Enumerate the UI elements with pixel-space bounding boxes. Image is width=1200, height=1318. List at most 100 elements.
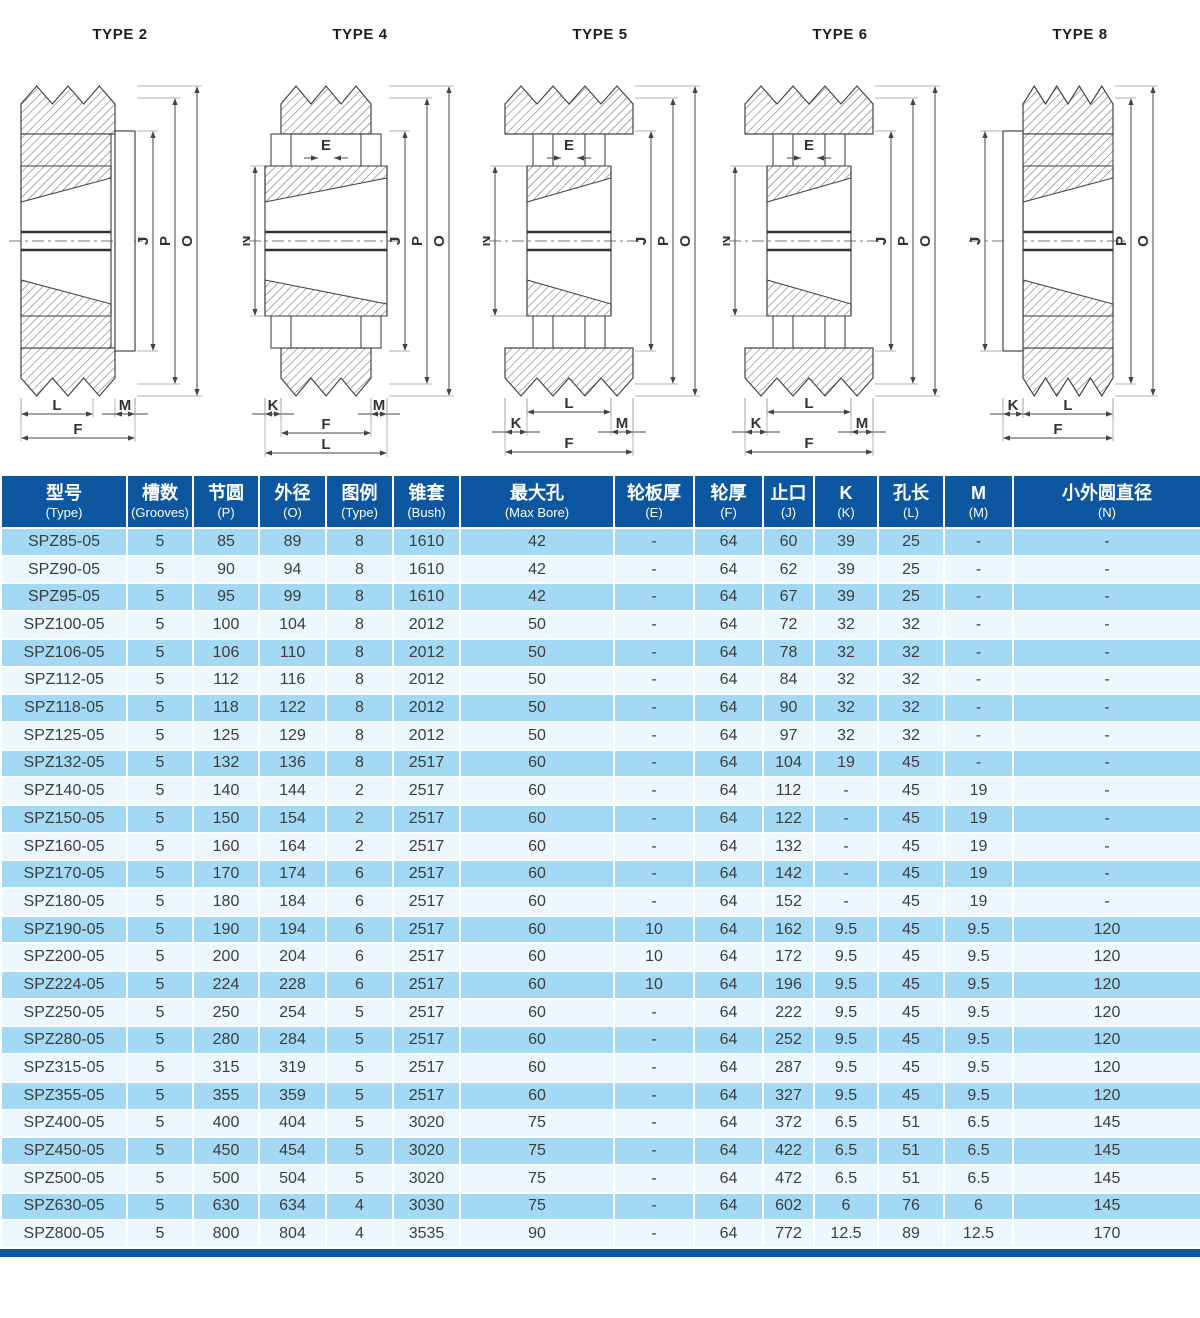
- value-cell: 42: [459, 582, 615, 613]
- value-cell: 60: [459, 887, 615, 917]
- value-cell: 116: [258, 665, 327, 696]
- value-cell: 50: [459, 693, 615, 723]
- value-cell: 64: [693, 1163, 764, 1194]
- model-cell: SPZ630-05: [0, 1191, 128, 1222]
- pulley-cross-section: J P O L M F: [8, 85, 202, 442]
- column-header-en: (N): [1097, 504, 1117, 520]
- value-cell: 2012: [392, 720, 461, 751]
- diagram-drawing: E JPO N K M FL: [240, 46, 480, 461]
- value-cell: 8: [325, 527, 394, 557]
- value-cell: 2012: [392, 637, 461, 668]
- value-cell: -: [613, 1025, 695, 1056]
- value-cell: 9.5: [813, 1080, 879, 1111]
- value-cell: 1610: [392, 582, 461, 613]
- diagram-type-6: TYPE 6 E JPO N L K M F: [720, 0, 960, 474]
- value-cell: 602: [762, 1191, 815, 1222]
- value-cell: 2517: [392, 1053, 461, 1083]
- table-header-row: 型号 (Type) 槽数 (Grooves) 节圆 (P) 外径 (O) 图例 (Type) 锥套(…: [0, 473, 1200, 530]
- value-cell: -: [613, 776, 695, 806]
- model-cell: SPZ450-05: [0, 1136, 128, 1166]
- value-cell: 19: [943, 776, 1014, 806]
- model-cell: SPZ150-05: [0, 803, 128, 834]
- value-cell: 145: [1012, 1108, 1200, 1139]
- value-cell: -: [1012, 748, 1200, 779]
- dim-label-E: E: [320, 137, 330, 154]
- table-row: SPZ250-05 5 250 254 5 2517 60-64 222 9.5 45 9.5 120: [0, 997, 1200, 1028]
- value-cell: 64: [693, 1191, 764, 1222]
- dim-label-F: F: [321, 416, 330, 433]
- value-cell: 64: [693, 914, 764, 945]
- value-cell: -: [613, 997, 695, 1028]
- dim-label-P: P: [655, 236, 672, 246]
- column-header-en: (Bush): [407, 504, 446, 520]
- value-cell: 5: [126, 1025, 194, 1056]
- value-cell: 504: [258, 1163, 327, 1194]
- dim-label-K: K: [510, 415, 521, 432]
- model-cell: SPZ90-05: [0, 554, 128, 585]
- pulley-cross-section: E JPO N L K M F: [723, 85, 940, 456]
- diagram-drawing: E JPO N L K M F: [720, 46, 960, 461]
- model-cell: SPZ112-05: [0, 665, 128, 696]
- value-cell: 89: [877, 1219, 945, 1249]
- value-cell: 75: [459, 1163, 615, 1194]
- value-cell: -: [943, 610, 1014, 640]
- column-header-zh: 型号: [46, 483, 82, 503]
- value-cell: 2517: [392, 748, 461, 779]
- column-header-en: (Type): [341, 504, 378, 520]
- column-header-9: 轮厚 (F): [693, 473, 764, 530]
- value-cell: -: [613, 1108, 695, 1139]
- value-cell: 145: [1012, 1191, 1200, 1222]
- value-cell: 45: [877, 776, 945, 806]
- value-cell: 9.5: [813, 970, 879, 1000]
- value-cell: -: [613, 1219, 695, 1249]
- value-cell: 51: [877, 1136, 945, 1166]
- value-cell: 72: [762, 610, 815, 640]
- value-cell: 112: [192, 665, 260, 696]
- table-row: SPZ280-05 5 280 284 5 2517 60-64 252 9.5 45 9.5 120: [0, 1025, 1200, 1056]
- dim-label-P: P: [1113, 236, 1130, 246]
- value-cell: 95: [192, 582, 260, 613]
- value-cell: 9.5: [943, 942, 1014, 973]
- model-cell: SPZ280-05: [0, 1025, 128, 1056]
- value-cell: 5: [126, 887, 194, 917]
- value-cell: 132: [762, 831, 815, 862]
- value-cell: 5: [126, 831, 194, 862]
- model-cell: SPZ190-05: [0, 914, 128, 945]
- value-cell: -: [1012, 637, 1200, 668]
- value-cell: 2517: [392, 970, 461, 1000]
- model-cell: SPZ106-05: [0, 637, 128, 668]
- value-cell: 60: [459, 970, 615, 1000]
- value-cell: 6.5: [943, 1136, 1014, 1166]
- value-cell: 9.5: [943, 1053, 1014, 1083]
- value-cell: 5: [325, 1163, 394, 1194]
- value-cell: 250: [192, 997, 260, 1028]
- dim-label-F: F: [73, 421, 82, 438]
- value-cell: 64: [693, 637, 764, 668]
- value-cell: 75: [459, 1191, 615, 1222]
- value-cell: 39: [813, 554, 879, 585]
- column-header-zh: K: [839, 483, 853, 503]
- value-cell: 142: [762, 859, 815, 890]
- value-cell: 64: [693, 859, 764, 890]
- dim-label-K: K: [1007, 397, 1018, 414]
- value-cell: 254: [258, 997, 327, 1028]
- value-cell: 64: [693, 1136, 764, 1166]
- value-cell: 45: [877, 970, 945, 1000]
- model-cell: SPZ200-05: [0, 942, 128, 973]
- value-cell: 110: [258, 637, 327, 668]
- value-cell: 64: [693, 1080, 764, 1111]
- table-row: SPZ132-05 5 132 136 8 2517 60-64 104 19 45- -: [0, 748, 1200, 779]
- value-cell: 162: [762, 914, 815, 945]
- value-cell: 129: [258, 720, 327, 751]
- value-cell: 120: [1012, 997, 1200, 1028]
- dim-label-L: L: [1063, 397, 1072, 414]
- value-cell: 45: [877, 1080, 945, 1111]
- value-cell: 25: [877, 582, 945, 613]
- value-cell: 327: [762, 1080, 815, 1111]
- value-cell: 6: [325, 914, 394, 945]
- value-cell: 32: [813, 693, 879, 723]
- dim-label-O: O: [917, 235, 934, 247]
- value-cell: 32: [877, 720, 945, 751]
- value-cell: -: [1012, 720, 1200, 751]
